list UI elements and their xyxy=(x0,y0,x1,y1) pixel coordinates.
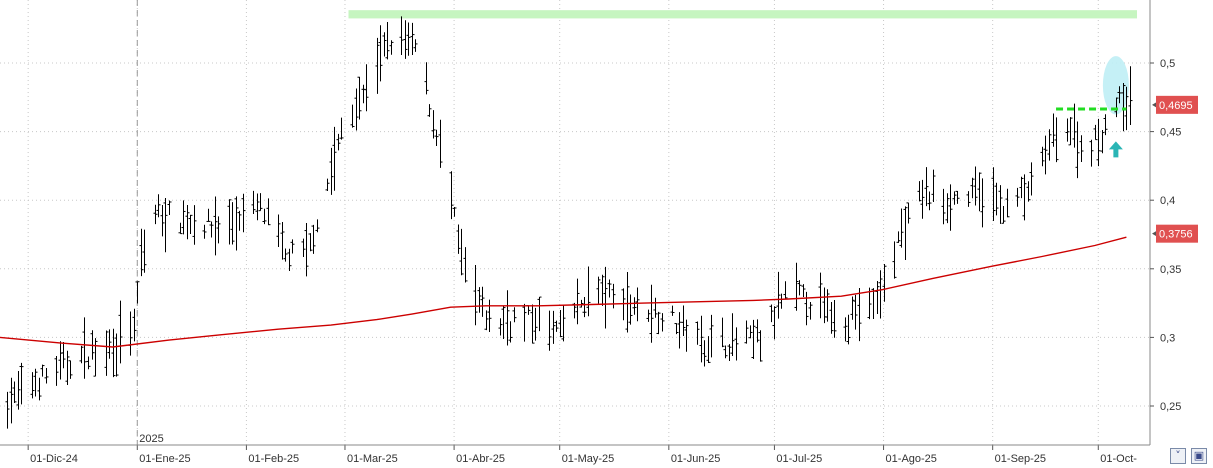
y-tick-label: 0,35 xyxy=(1160,264,1181,276)
axes: 0,25 0,3 0,35 0,4 0,45 0,5 01-Dic-24 01-Ene-25 0… xyxy=(0,0,1181,465)
x-tick-label: 01-Sep-25 xyxy=(995,453,1046,465)
x-tick-label: 01-Abr-25 xyxy=(456,453,505,465)
highlight-ellipse xyxy=(1102,56,1129,115)
resistance-zone xyxy=(348,10,1137,19)
y-tick-label: 0,3 xyxy=(1160,332,1175,344)
x-tick-label: 01-Ago-25 xyxy=(886,453,937,465)
scroll-down-button[interactable]: ˅ xyxy=(1170,448,1186,464)
x-tick-label: 01-Jun-25 xyxy=(671,453,721,465)
moving-average-tag-pointer xyxy=(1152,230,1157,237)
y-tick-label: 0,4 xyxy=(1160,195,1175,207)
annotations xyxy=(348,10,1137,115)
moving-average-tag-label: 0,3756 xyxy=(1159,229,1193,241)
x-tick-label: 01-Ene-25 xyxy=(139,453,190,465)
x-tick-label: 01-May-25 xyxy=(562,453,615,465)
last-price-tag-box xyxy=(1156,95,1198,114)
overlay-annotations: 0,4695 0,3756 xyxy=(1056,95,1198,243)
x-tick-label: 01-Feb-25 xyxy=(248,453,299,465)
save-button[interactable]: ▣ xyxy=(1191,448,1207,464)
up-arrow-icon xyxy=(1108,141,1123,158)
y-tick-label: 0,25 xyxy=(1160,401,1181,413)
moving-average xyxy=(0,236,1127,348)
y-tick-label: 0,5 xyxy=(1160,58,1175,70)
x-tick-label: 01-Jul-25 xyxy=(776,453,822,465)
year-label: 2025 xyxy=(139,433,163,445)
save-icon: ▣ xyxy=(1193,449,1205,462)
x-tick-label: 01-Mar-25 xyxy=(347,453,398,465)
last-price-tag-label: 0,4695 xyxy=(1159,100,1193,112)
last-price-tag-pointer xyxy=(1152,101,1157,108)
chevron-down-icon: ˅ xyxy=(1175,449,1181,462)
x-tick-label: 01-Oct- xyxy=(1100,453,1137,465)
grid xyxy=(0,0,1150,445)
moving-average-line xyxy=(0,236,1127,348)
moving-average-tag-box xyxy=(1156,224,1198,243)
price-bars xyxy=(5,16,1133,429)
y-tick-label: 0,45 xyxy=(1160,127,1181,139)
x-tick-label: 01-Dic-24 xyxy=(30,453,78,465)
